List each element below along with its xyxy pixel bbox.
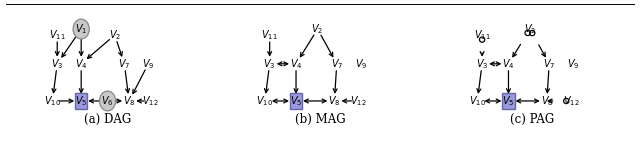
Text: $V_{11}$: $V_{11}$ <box>474 28 490 42</box>
Text: $V_{9}$: $V_{9}$ <box>567 57 579 71</box>
Text: (b) MAG: (b) MAG <box>294 113 346 126</box>
Text: $V_{2}$: $V_{2}$ <box>312 22 324 36</box>
FancyBboxPatch shape <box>502 93 515 109</box>
Ellipse shape <box>73 19 90 39</box>
Text: $V_{1}$: $V_{1}$ <box>75 22 87 36</box>
Text: $V_{7}$: $V_{7}$ <box>118 57 131 71</box>
Text: $V_{4}$: $V_{4}$ <box>290 57 302 71</box>
Text: $V_{2}$: $V_{2}$ <box>109 28 121 42</box>
Text: $V_{3}$: $V_{3}$ <box>264 57 276 71</box>
Text: $V_{6}$: $V_{6}$ <box>101 94 114 108</box>
Text: $V_{12}$: $V_{12}$ <box>143 94 159 108</box>
Text: $V_{9}$: $V_{9}$ <box>142 57 154 71</box>
Text: $V_{3}$: $V_{3}$ <box>51 57 63 71</box>
Text: $V_{12}$: $V_{12}$ <box>350 94 367 108</box>
Text: $V_{5}$: $V_{5}$ <box>290 94 302 108</box>
Text: $V_{8}$: $V_{8}$ <box>541 94 553 108</box>
Text: $V_{9}$: $V_{9}$ <box>355 57 367 71</box>
Text: $V_{10}$: $V_{10}$ <box>257 94 273 108</box>
Text: $V_{10}$: $V_{10}$ <box>469 94 486 108</box>
Text: $V_{11}$: $V_{11}$ <box>49 28 65 42</box>
Text: $V_{4}$: $V_{4}$ <box>75 57 88 71</box>
Ellipse shape <box>99 91 116 111</box>
Text: $V_{2}$: $V_{2}$ <box>524 22 536 36</box>
Text: $V_{5}$: $V_{5}$ <box>75 94 88 108</box>
Text: $V_{12}$: $V_{12}$ <box>563 94 579 108</box>
Text: $V_{8}$: $V_{8}$ <box>328 94 340 108</box>
Text: $V_{11}$: $V_{11}$ <box>261 28 278 42</box>
Text: $V_{3}$: $V_{3}$ <box>476 57 488 71</box>
Text: $V_{5}$: $V_{5}$ <box>502 94 515 108</box>
Text: $V_{7}$: $V_{7}$ <box>331 57 343 71</box>
Text: $V_{10}$: $V_{10}$ <box>44 94 61 108</box>
Text: $V_{8}$: $V_{8}$ <box>123 94 136 108</box>
Text: $V_{4}$: $V_{4}$ <box>502 57 515 71</box>
Text: (a) DAG: (a) DAG <box>84 113 131 126</box>
FancyBboxPatch shape <box>75 93 88 109</box>
FancyBboxPatch shape <box>290 93 302 109</box>
Text: (c) PAG: (c) PAG <box>510 113 555 126</box>
Text: $V_{7}$: $V_{7}$ <box>543 57 556 71</box>
